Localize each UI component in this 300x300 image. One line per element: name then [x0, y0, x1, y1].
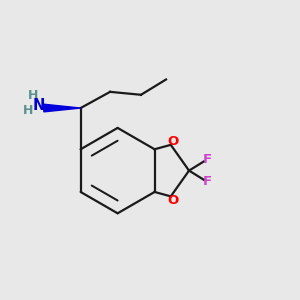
Polygon shape	[44, 104, 81, 112]
Text: H: H	[23, 104, 34, 118]
Text: H: H	[28, 89, 39, 102]
Text: F: F	[203, 153, 212, 166]
Text: O: O	[167, 194, 178, 207]
Text: N: N	[32, 98, 45, 113]
Text: F: F	[203, 175, 212, 188]
Text: O: O	[167, 134, 178, 148]
